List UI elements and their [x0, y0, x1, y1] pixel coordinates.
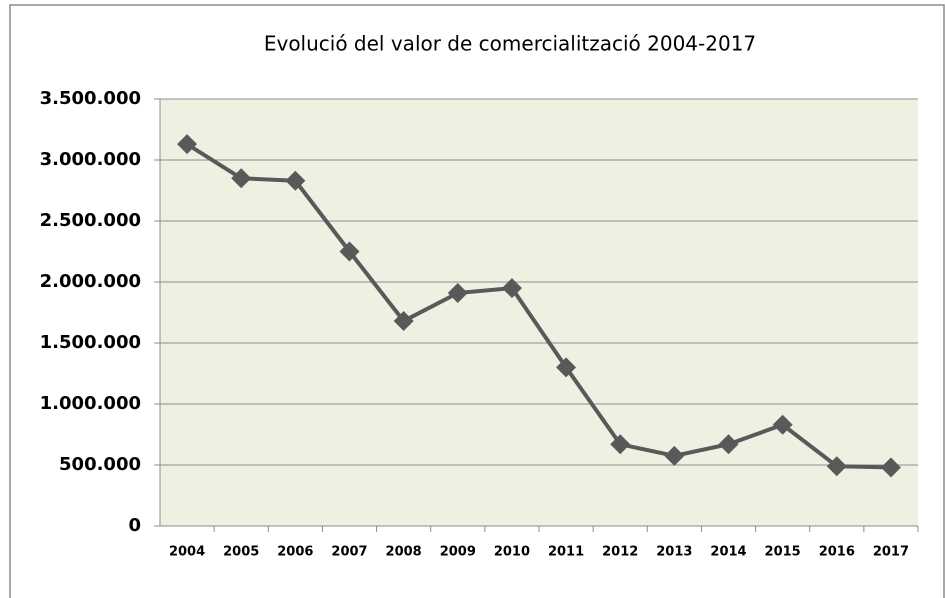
- marker: [447, 282, 468, 303]
- x-tick-label: 2017: [873, 545, 909, 560]
- marker: [610, 434, 631, 455]
- x-tick-label: 2009: [440, 545, 476, 560]
- y-tick-label: 2.000.000: [40, 271, 141, 292]
- marker: [393, 311, 414, 332]
- chart-title: Evolució del valor de comercialització 2…: [264, 32, 756, 56]
- x-tick-label: 2005: [223, 545, 259, 560]
- marker: [556, 357, 577, 378]
- x-tick-label: 2006: [277, 545, 313, 560]
- y-tick-label: 3.500.000: [40, 88, 141, 109]
- x-tick-label: 2011: [548, 545, 584, 560]
- line: [186, 142, 891, 470]
- marker: [880, 457, 901, 478]
- x-tick-label: 2008: [386, 545, 422, 560]
- x-tick-label: 2015: [765, 545, 801, 560]
- y-tick-label: 3.000.000: [40, 149, 141, 170]
- marker: [231, 168, 252, 189]
- x-tick-label: 2004: [169, 545, 205, 560]
- y-tick-label: 1.500.000: [40, 332, 141, 353]
- y-tick-label: 500.000: [59, 454, 141, 475]
- marker: [718, 434, 739, 455]
- marker: [501, 278, 522, 299]
- x-tick-label: 2016: [819, 545, 855, 560]
- marker: [177, 134, 198, 155]
- y-tick-label: 2.500.000: [40, 210, 141, 231]
- y-tick-label: 1.000.000: [40, 393, 141, 414]
- y-tick-label: 0: [128, 515, 141, 536]
- marker: [339, 241, 360, 262]
- x-tick-label: 2012: [602, 545, 638, 560]
- marker: [826, 456, 847, 477]
- marker: [285, 170, 306, 191]
- x-tick-label: 2007: [331, 545, 367, 560]
- x-tick-label: 2013: [656, 545, 692, 560]
- x-tick-label: 2010: [494, 545, 530, 560]
- marker: [772, 414, 793, 435]
- x-tick-label: 2014: [710, 545, 746, 560]
- marker: [664, 445, 685, 466]
- plot-area: [160, 99, 918, 526]
